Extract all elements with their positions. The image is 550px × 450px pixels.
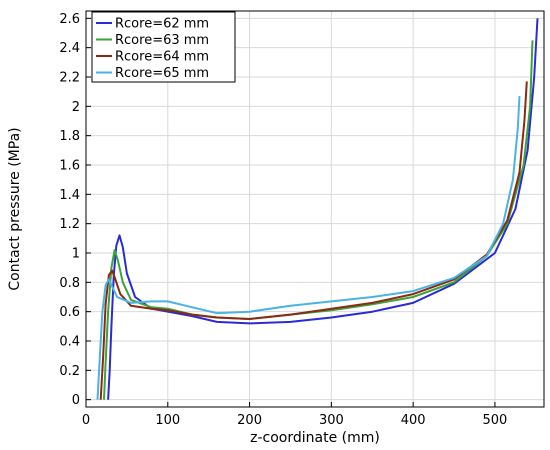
series-line [96, 96, 521, 400]
y-tick-label: 1.6 [59, 159, 80, 174]
x-tick-label: 200 [237, 413, 262, 428]
legend-box [91, 11, 236, 83]
x-axis-title: z-coordinate (mm) [250, 430, 380, 446]
tick-labels: 0 100 200 300 400 500 0 0.2 0.4 0.6 0.8 1 1.2 1.4 1.6 1… [59, 12, 507, 428]
y-tick-label: 0.6 [59, 305, 80, 320]
y-tick-label: 1 [72, 247, 80, 262]
x-tick-label: 300 [319, 413, 344, 428]
y-tick-label: 2 [72, 100, 80, 115]
series-layer [96, 18, 539, 400]
y-tick-label: 1.8 [59, 129, 80, 144]
x-tick-label: 0 [82, 413, 90, 428]
legend-label: Rcore=63 mm [115, 33, 209, 48]
x-tick-label: 400 [401, 413, 426, 428]
y-tick-label: 1.4 [59, 188, 80, 203]
x-tick-label: 100 [155, 413, 180, 428]
series-line [107, 18, 539, 400]
x-tick-label: 500 [483, 413, 508, 428]
legend-label: Rcore=64 mm [115, 50, 209, 65]
grid [85, 11, 544, 407]
y-axis-title: Contact pressure (MPa) [7, 127, 23, 290]
plot-area-frame [85, 10, 545, 408]
legend-label: Rcore=65 mm [115, 66, 209, 81]
y-tick-label: 2.4 [59, 41, 80, 56]
legend: Rcore=62 mm Rcore=63 mm Rcore=64 mm Rcor… [91, 11, 236, 83]
y-tick-label: 2.6 [59, 12, 80, 27]
y-tick-label: 0.4 [59, 335, 80, 350]
y-tick-label: 0 [72, 393, 80, 408]
y-tick-label: 0.2 [59, 364, 80, 379]
legend-label: Rcore=62 mm [115, 17, 209, 32]
y-tick-label: 2.2 [59, 71, 80, 86]
y-tick-label: 0.8 [59, 276, 80, 291]
y-tick-label: 1.2 [59, 217, 80, 232]
series-line [99, 81, 528, 400]
